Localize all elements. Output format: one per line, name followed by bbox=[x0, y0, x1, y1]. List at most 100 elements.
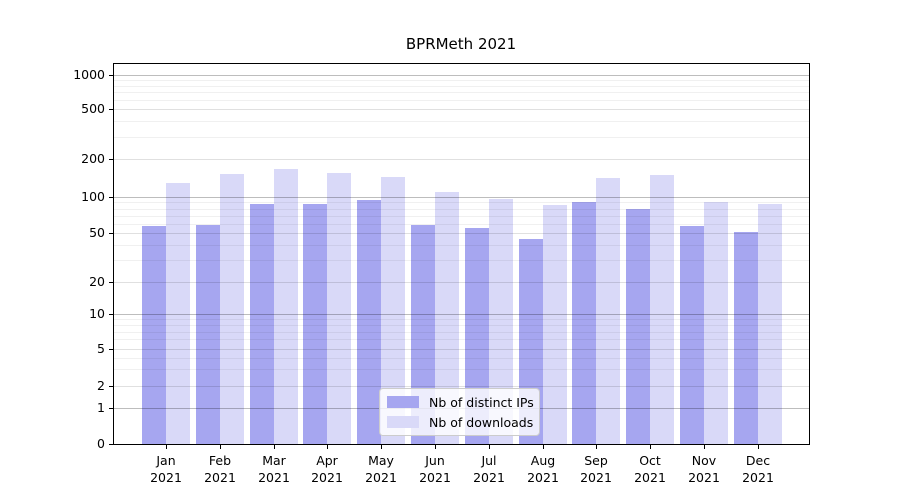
bar-nb-of-downloads-mar bbox=[273, 169, 298, 444]
gridline-9 bbox=[113, 319, 809, 320]
xtick-label-feb: Feb 2021 bbox=[204, 453, 236, 485]
bar-nb-of-downloads-dec bbox=[757, 204, 782, 444]
ytick-label-0: 0 bbox=[97, 436, 105, 451]
ytick-label-500: 500 bbox=[81, 101, 105, 116]
bar-nb-of-distinct-ips-oct bbox=[626, 209, 651, 444]
xtick-label-apr: Apr 2021 bbox=[311, 453, 343, 485]
gridline-30 bbox=[113, 260, 809, 261]
bar-nb-of-downloads-apr bbox=[327, 172, 352, 444]
gridline-20 bbox=[113, 282, 809, 283]
bar-nb-of-distinct-ips-sep bbox=[572, 201, 597, 444]
gridline-400 bbox=[113, 121, 809, 122]
xtick-mark-mar bbox=[274, 445, 275, 449]
gridline-800 bbox=[113, 86, 809, 87]
bar-nb-of-distinct-ips-feb bbox=[195, 225, 220, 444]
chart-title: BPRMeth 2021 bbox=[405, 35, 517, 53]
xtick-mark-jun bbox=[435, 445, 436, 449]
gridline-900 bbox=[113, 80, 809, 81]
bar-nb-of-downloads-oct bbox=[650, 174, 675, 444]
xtick-label-dec: Dec 2021 bbox=[742, 453, 774, 485]
ytick-mark-500 bbox=[109, 109, 113, 110]
bar-nb-of-distinct-ips-apr bbox=[303, 204, 328, 444]
bar-nb-of-downloads-sep bbox=[596, 178, 621, 444]
gridline-90 bbox=[113, 202, 809, 203]
ytick-mark-10 bbox=[109, 314, 113, 315]
ytick-mark-100 bbox=[109, 197, 113, 198]
xtick-label-oct: Oct 2021 bbox=[634, 453, 666, 485]
xtick-mark-jan bbox=[166, 445, 167, 449]
bar-nb-of-downloads-aug bbox=[542, 205, 567, 444]
gridline-4 bbox=[113, 358, 809, 359]
gridline-8 bbox=[113, 325, 809, 326]
bar-nb-of-distinct-ips-dec bbox=[733, 231, 758, 444]
ytick-label-100: 100 bbox=[81, 189, 105, 204]
xtick-mark-oct bbox=[650, 445, 651, 449]
gridline-60 bbox=[113, 224, 809, 225]
gridline-7 bbox=[113, 332, 809, 333]
ytick-mark-2 bbox=[109, 386, 113, 387]
gridline-3 bbox=[113, 369, 809, 370]
xtick-mark-sep bbox=[596, 445, 597, 449]
bar-nb-of-distinct-ips-may bbox=[357, 199, 382, 444]
bar-nb-of-downloads-feb bbox=[219, 173, 244, 444]
ytick-label-20: 20 bbox=[89, 274, 105, 289]
xtick-label-may: May 2021 bbox=[365, 453, 397, 485]
gridline-1000 bbox=[113, 75, 809, 76]
xtick-mark-dec bbox=[758, 445, 759, 449]
xtick-mark-apr bbox=[327, 445, 328, 449]
gridline-50 bbox=[113, 233, 809, 234]
ytick-mark-200 bbox=[109, 159, 113, 160]
gridline-10 bbox=[113, 314, 809, 315]
ytick-label-10: 10 bbox=[89, 306, 105, 321]
legend-label-downloads: Nb of downloads bbox=[429, 414, 534, 430]
gridline-40 bbox=[113, 245, 809, 246]
bar-nb-of-distinct-ips-jan bbox=[142, 226, 166, 444]
legend-item-distinct-ips: Nb of distinct IPs bbox=[380, 395, 539, 410]
xtick-mark-aug bbox=[543, 445, 544, 449]
xtick-label-jan: Jan 2021 bbox=[150, 453, 182, 485]
bar-nb-of-distinct-ips-nov bbox=[680, 226, 704, 444]
xtick-label-sep: Sep 2021 bbox=[580, 453, 612, 485]
gridline-5 bbox=[113, 349, 809, 350]
bar-nb-of-downloads-jan bbox=[166, 183, 190, 444]
xtick-label-aug: Aug 2021 bbox=[527, 453, 559, 485]
ytick-label-2: 2 bbox=[97, 378, 105, 393]
gridline-300 bbox=[113, 137, 809, 138]
xtick-label-jul: Jul 2021 bbox=[473, 453, 505, 485]
legend: Nb of distinct IPs Nb of downloads bbox=[379, 388, 540, 436]
ytick-mark-1 bbox=[109, 408, 113, 409]
ytick-label-50: 50 bbox=[89, 225, 105, 240]
gridline-200 bbox=[113, 159, 809, 160]
gridline-700 bbox=[113, 92, 809, 93]
legend-label-distinct-ips: Nb of distinct IPs bbox=[429, 394, 534, 410]
ytick-label-1000: 1000 bbox=[73, 67, 105, 82]
gridline-2 bbox=[113, 386, 809, 387]
bar-nb-of-downloads-nov bbox=[704, 201, 728, 444]
xtick-mark-jul bbox=[489, 445, 490, 449]
xtick-mark-nov bbox=[704, 445, 705, 449]
ytick-mark-20 bbox=[109, 282, 113, 283]
gridline-6 bbox=[113, 339, 809, 340]
xtick-label-nov: Nov 2021 bbox=[688, 453, 720, 485]
ytick-mark-5 bbox=[109, 349, 113, 350]
legend-swatch-distinct-ips bbox=[387, 396, 419, 408]
ytick-label-200: 200 bbox=[81, 151, 105, 166]
ytick-label-1: 1 bbox=[97, 400, 105, 415]
xtick-mark-may bbox=[381, 445, 382, 449]
gridline-80 bbox=[113, 209, 809, 210]
xtick-label-jun: Jun 2021 bbox=[419, 453, 451, 485]
ytick-label-5: 5 bbox=[97, 341, 105, 356]
legend-swatch-downloads bbox=[387, 416, 419, 428]
xtick-label-mar: Mar 2021 bbox=[258, 453, 290, 485]
bar-nb-of-distinct-ips-mar bbox=[249, 204, 274, 444]
gridline-500 bbox=[113, 109, 809, 110]
ytick-mark-50 bbox=[109, 233, 113, 234]
gridline-600 bbox=[113, 100, 809, 101]
ytick-mark-1000 bbox=[109, 75, 113, 76]
xtick-mark-feb bbox=[220, 445, 221, 449]
gridline-100 bbox=[113, 197, 809, 198]
ytick-mark-0 bbox=[109, 444, 113, 445]
legend-item-downloads: Nb of downloads bbox=[380, 415, 539, 430]
gridline-70 bbox=[113, 216, 809, 217]
